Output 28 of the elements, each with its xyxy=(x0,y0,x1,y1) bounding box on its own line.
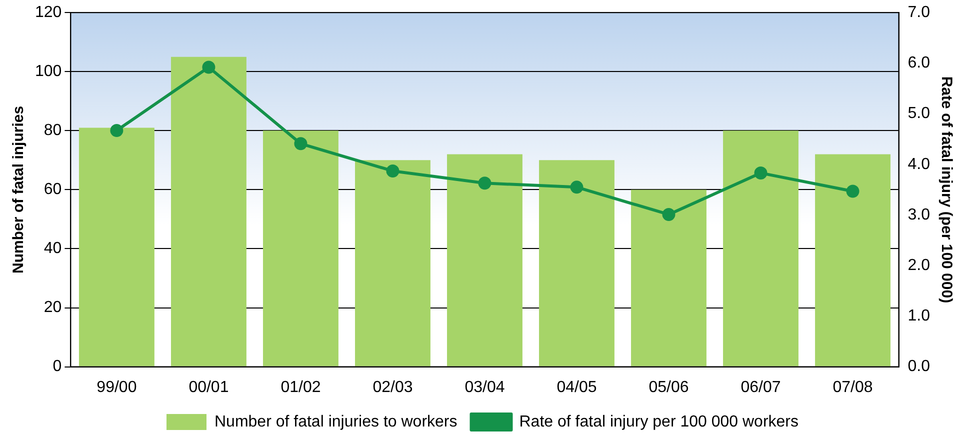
x-tick-label: 01/02 xyxy=(280,378,321,396)
x-tick-label: 07/08 xyxy=(832,378,873,396)
y-tick-label: 80 xyxy=(44,122,62,140)
y2-tick-label: 7.0 xyxy=(908,4,930,22)
x-tick-label: 02/03 xyxy=(372,378,413,396)
x-tick-label: 00/01 xyxy=(188,378,229,396)
y-axis-title: Number of fatal injuries xyxy=(10,106,28,274)
x-tick-label: 03/04 xyxy=(464,378,505,396)
x-tick-label: 04/05 xyxy=(556,378,597,396)
y-tick-label: 40 xyxy=(44,240,62,258)
y2-tick-label: 1.0 xyxy=(908,308,930,325)
y2-tick-label: 5.0 xyxy=(908,105,930,122)
y2-tick-label: 6.0 xyxy=(908,54,930,72)
x-tick-label: 06/07 xyxy=(740,378,781,396)
legend-label: Number of fatal injuries to workers xyxy=(214,413,458,430)
y2-tick-label: 2.0 xyxy=(908,257,930,274)
y-tick-label: 60 xyxy=(44,181,62,198)
y-tick-label: 100 xyxy=(34,63,62,80)
x-tick-label: 99/00 xyxy=(96,378,137,396)
y2-tick-label: 0.0 xyxy=(908,358,930,376)
y-tick-label: 120 xyxy=(34,4,62,22)
y2-tick-label: 3.0 xyxy=(908,206,930,224)
legend-label: Rate of fatal injury per 100 000 workers xyxy=(519,413,799,430)
y2-axis-title: Rate of fatal injury (per 100 000) xyxy=(938,76,955,304)
y-tick-label: 20 xyxy=(44,299,62,316)
y2-tick-label: 4.0 xyxy=(908,156,930,173)
y-tick-label: 0 xyxy=(52,358,62,376)
x-tick-label: 05/06 xyxy=(648,378,689,396)
